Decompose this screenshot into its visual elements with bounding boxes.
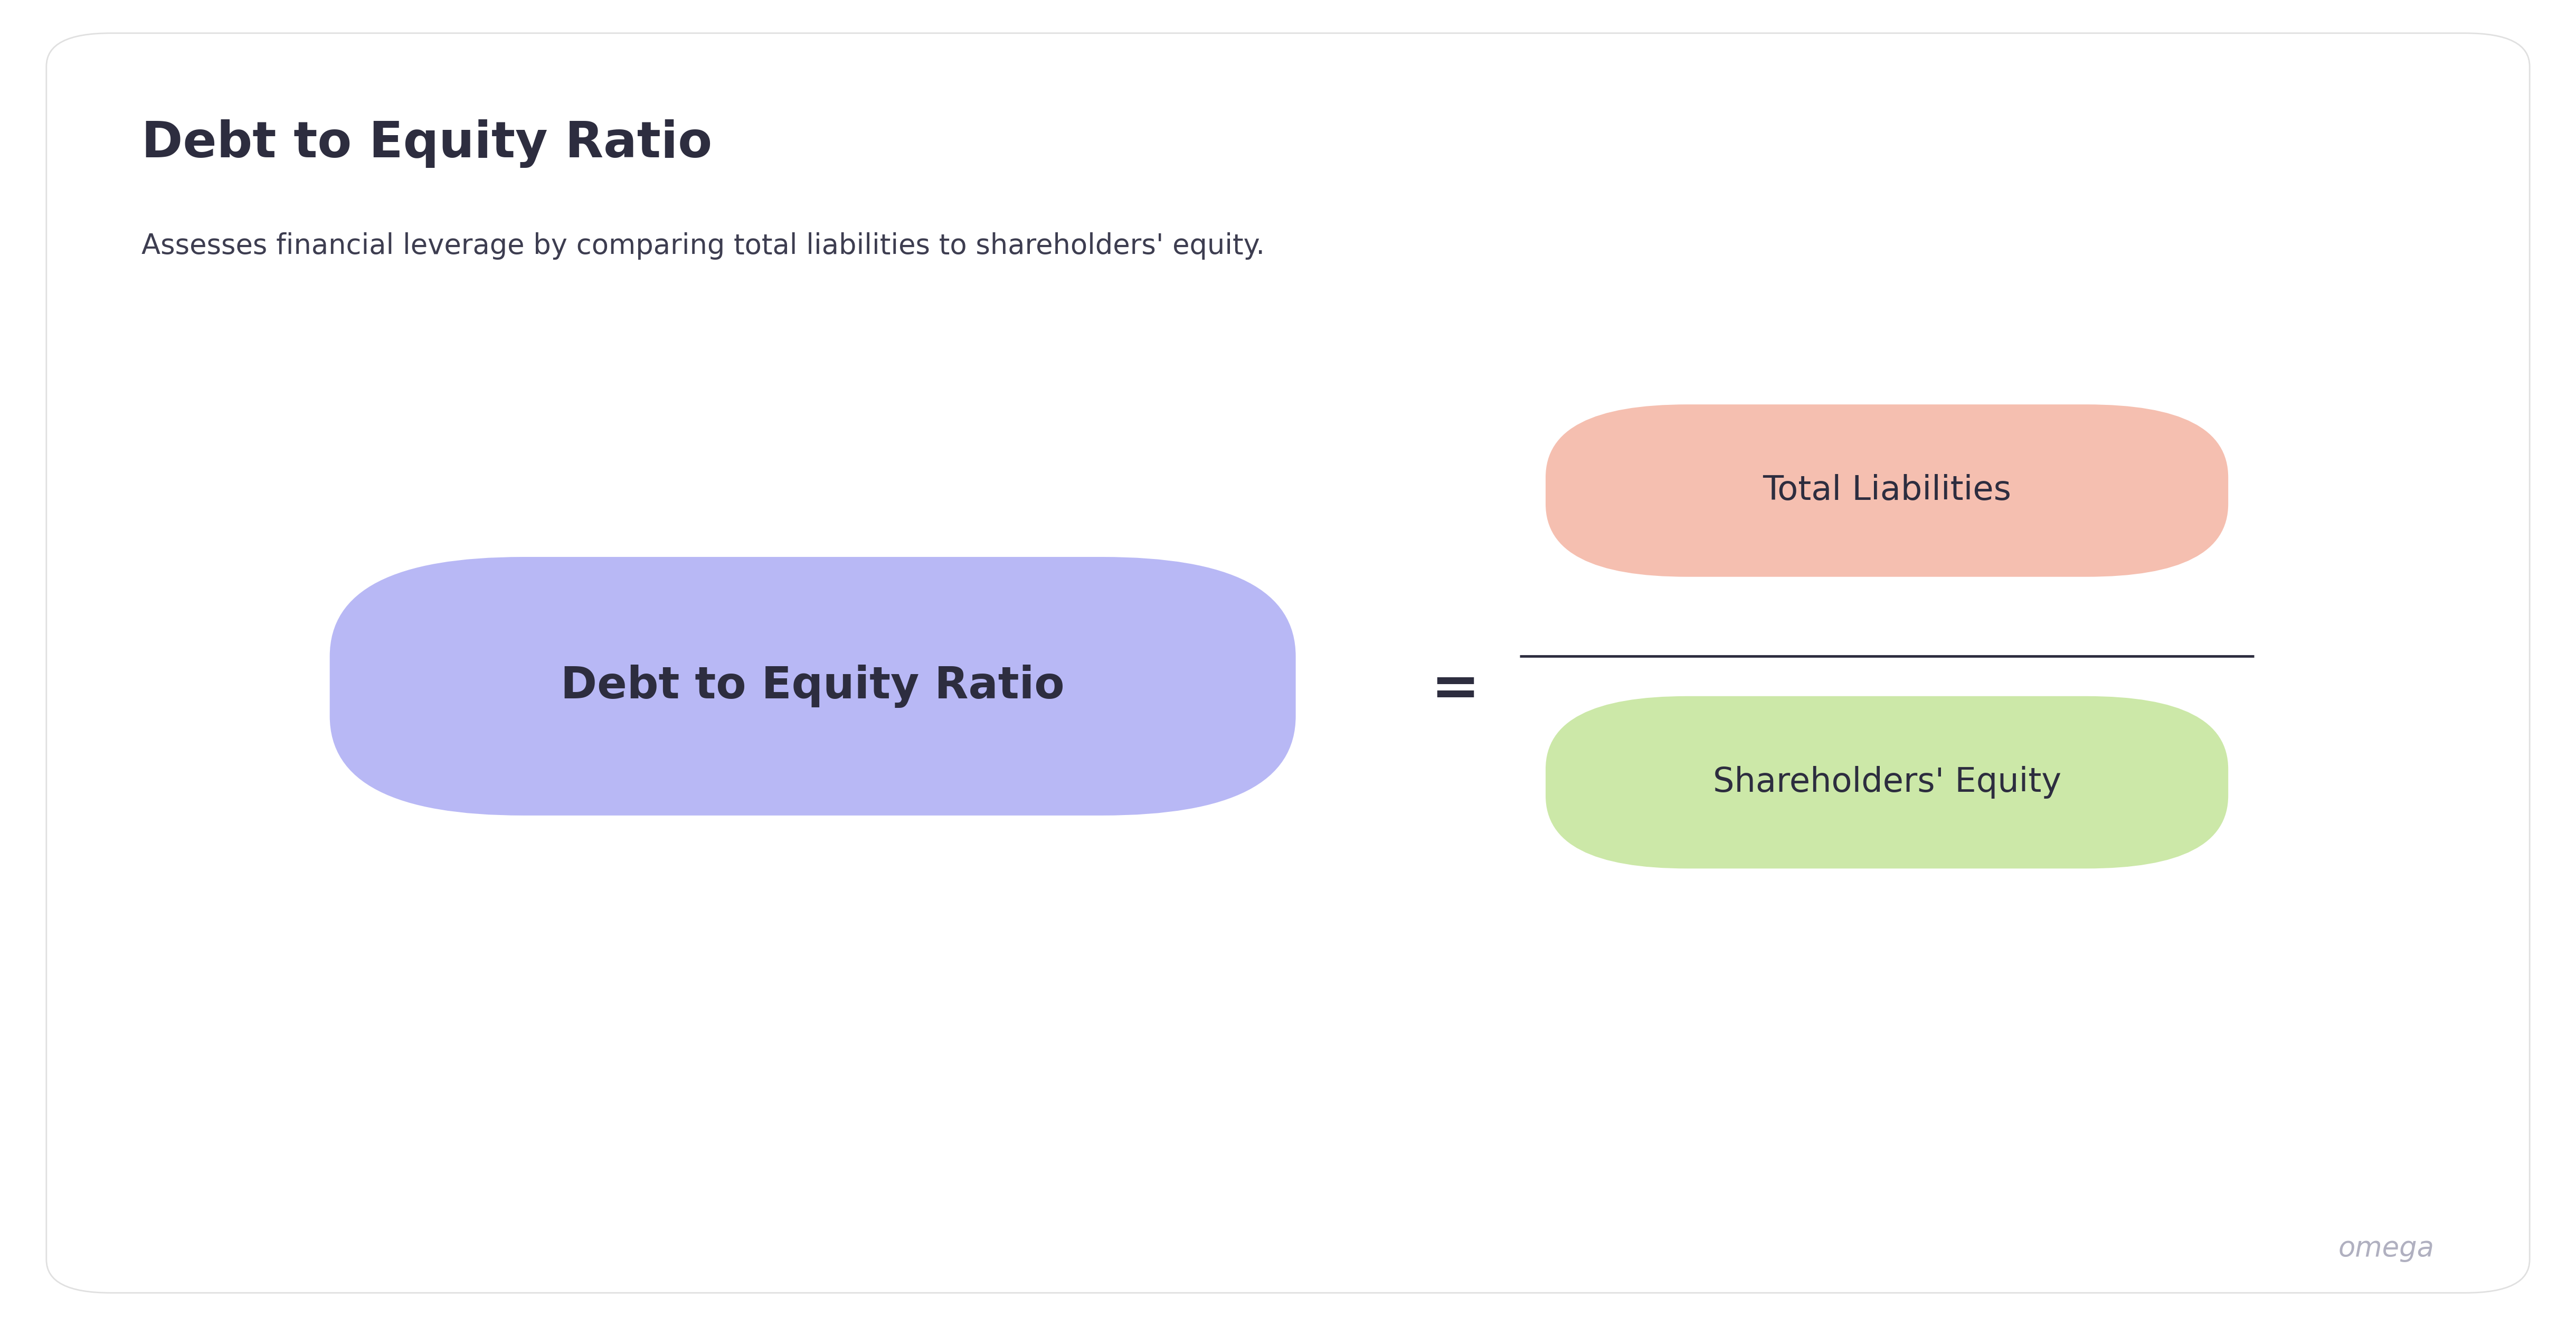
Text: Assesses financial leverage by comparing total liabilities to shareholders' equi: Assesses financial leverage by comparing… (142, 232, 1265, 260)
Text: Debt to Equity Ratio: Debt to Equity Ratio (562, 664, 1064, 708)
FancyBboxPatch shape (46, 33, 2530, 1293)
Text: Shareholders' Equity: Shareholders' Equity (1713, 766, 2061, 798)
FancyBboxPatch shape (1546, 696, 2228, 869)
Text: omega: omega (2339, 1235, 2434, 1262)
Text: Debt to Equity Ratio: Debt to Equity Ratio (142, 119, 714, 168)
Text: Total Liabilities: Total Liabilities (1762, 475, 2012, 507)
FancyBboxPatch shape (1546, 404, 2228, 577)
FancyBboxPatch shape (330, 557, 1296, 815)
Text: =: = (1430, 662, 1481, 717)
